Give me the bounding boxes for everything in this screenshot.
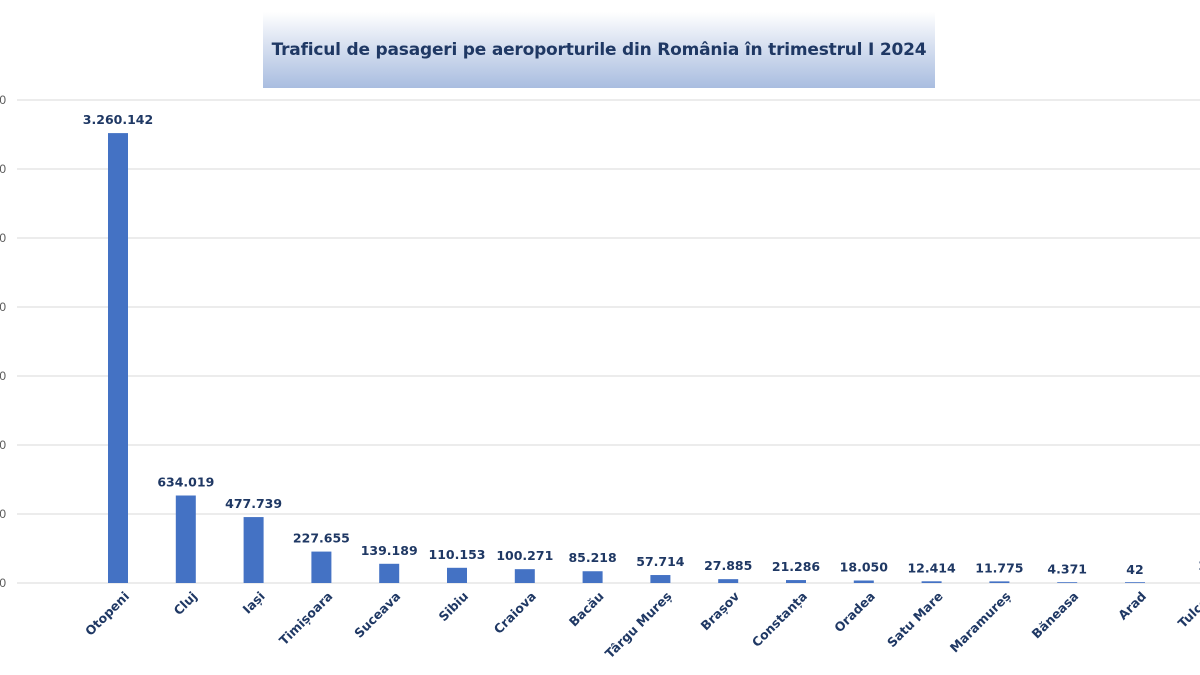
bar [311, 551, 332, 583]
data-label: 21.286 [772, 559, 821, 574]
y-tick-label: 3.500.000 [0, 93, 6, 107]
category-label: Timișoara [276, 589, 336, 649]
data-label: 3.260.142 [83, 112, 153, 127]
bar [921, 581, 942, 583]
category-label: Cluj [170, 589, 199, 618]
y-tick-label: 3.000.000 [0, 162, 6, 176]
data-label: 4.371 [1047, 561, 1087, 576]
data-label: 42 [1126, 562, 1143, 577]
y-tick-label: 1.500.000 [0, 369, 6, 383]
bar [582, 571, 603, 583]
data-label: 12.414 [907, 560, 956, 575]
bar [447, 567, 467, 583]
data-label: 634.019 [157, 475, 214, 490]
bar [853, 580, 874, 583]
data-label: 100.271 [496, 548, 553, 563]
category-label: Iași [240, 589, 268, 617]
data-label: 57.714 [636, 554, 685, 569]
data-label: 2 [1198, 558, 1200, 573]
category-label: Băneasa [1029, 589, 1082, 642]
bar [786, 580, 806, 583]
bar [243, 517, 264, 583]
data-label: 227.655 [293, 531, 350, 546]
category-label: Sibiu [435, 589, 471, 625]
y-tick-label: 1.000.000 [0, 438, 6, 452]
bar [1125, 582, 1145, 583]
category-label: Tulcea [1175, 589, 1200, 631]
category-label: Craiova [491, 589, 539, 637]
y-tick-label: 500.000 [0, 507, 6, 521]
category-label: Suceava [351, 589, 403, 641]
bar [650, 575, 671, 583]
category-label: Oradea [831, 589, 878, 636]
bar [379, 563, 400, 583]
data-label: 11.775 [975, 560, 1023, 575]
data-label: 27.885 [704, 558, 752, 573]
data-label: 110.153 [429, 547, 486, 562]
data-label: 139.189 [361, 543, 418, 558]
y-tick-label: 2.500.000 [0, 231, 6, 245]
category-label: Otopeni [82, 589, 132, 639]
category-label: Constanța [749, 589, 810, 650]
category-label: Satu Mare [884, 589, 946, 651]
bar [175, 495, 196, 583]
category-label: Bacău [566, 589, 607, 630]
category-label: Târgu Mureș [602, 589, 675, 662]
bar [514, 569, 535, 583]
data-label: 85.218 [568, 550, 616, 565]
bar [1057, 582, 1078, 583]
bar [108, 133, 128, 583]
y-tick-label: 2.000.000 [0, 300, 6, 314]
y-tick-label: 0 [0, 576, 6, 590]
chart-title: Traficul de pasageri pe aeroporturile di… [271, 40, 927, 60]
category-label: Maramureș [947, 589, 1014, 656]
bar [718, 579, 739, 583]
category-label: Brașov [698, 589, 743, 634]
category-label: Arad [1115, 589, 1149, 623]
data-label: 477.739 [225, 496, 282, 511]
bar [989, 581, 1010, 583]
data-label: 18.050 [840, 560, 889, 575]
chart-title-box: Traficul de pasageri pe aeroporturile di… [263, 12, 935, 88]
